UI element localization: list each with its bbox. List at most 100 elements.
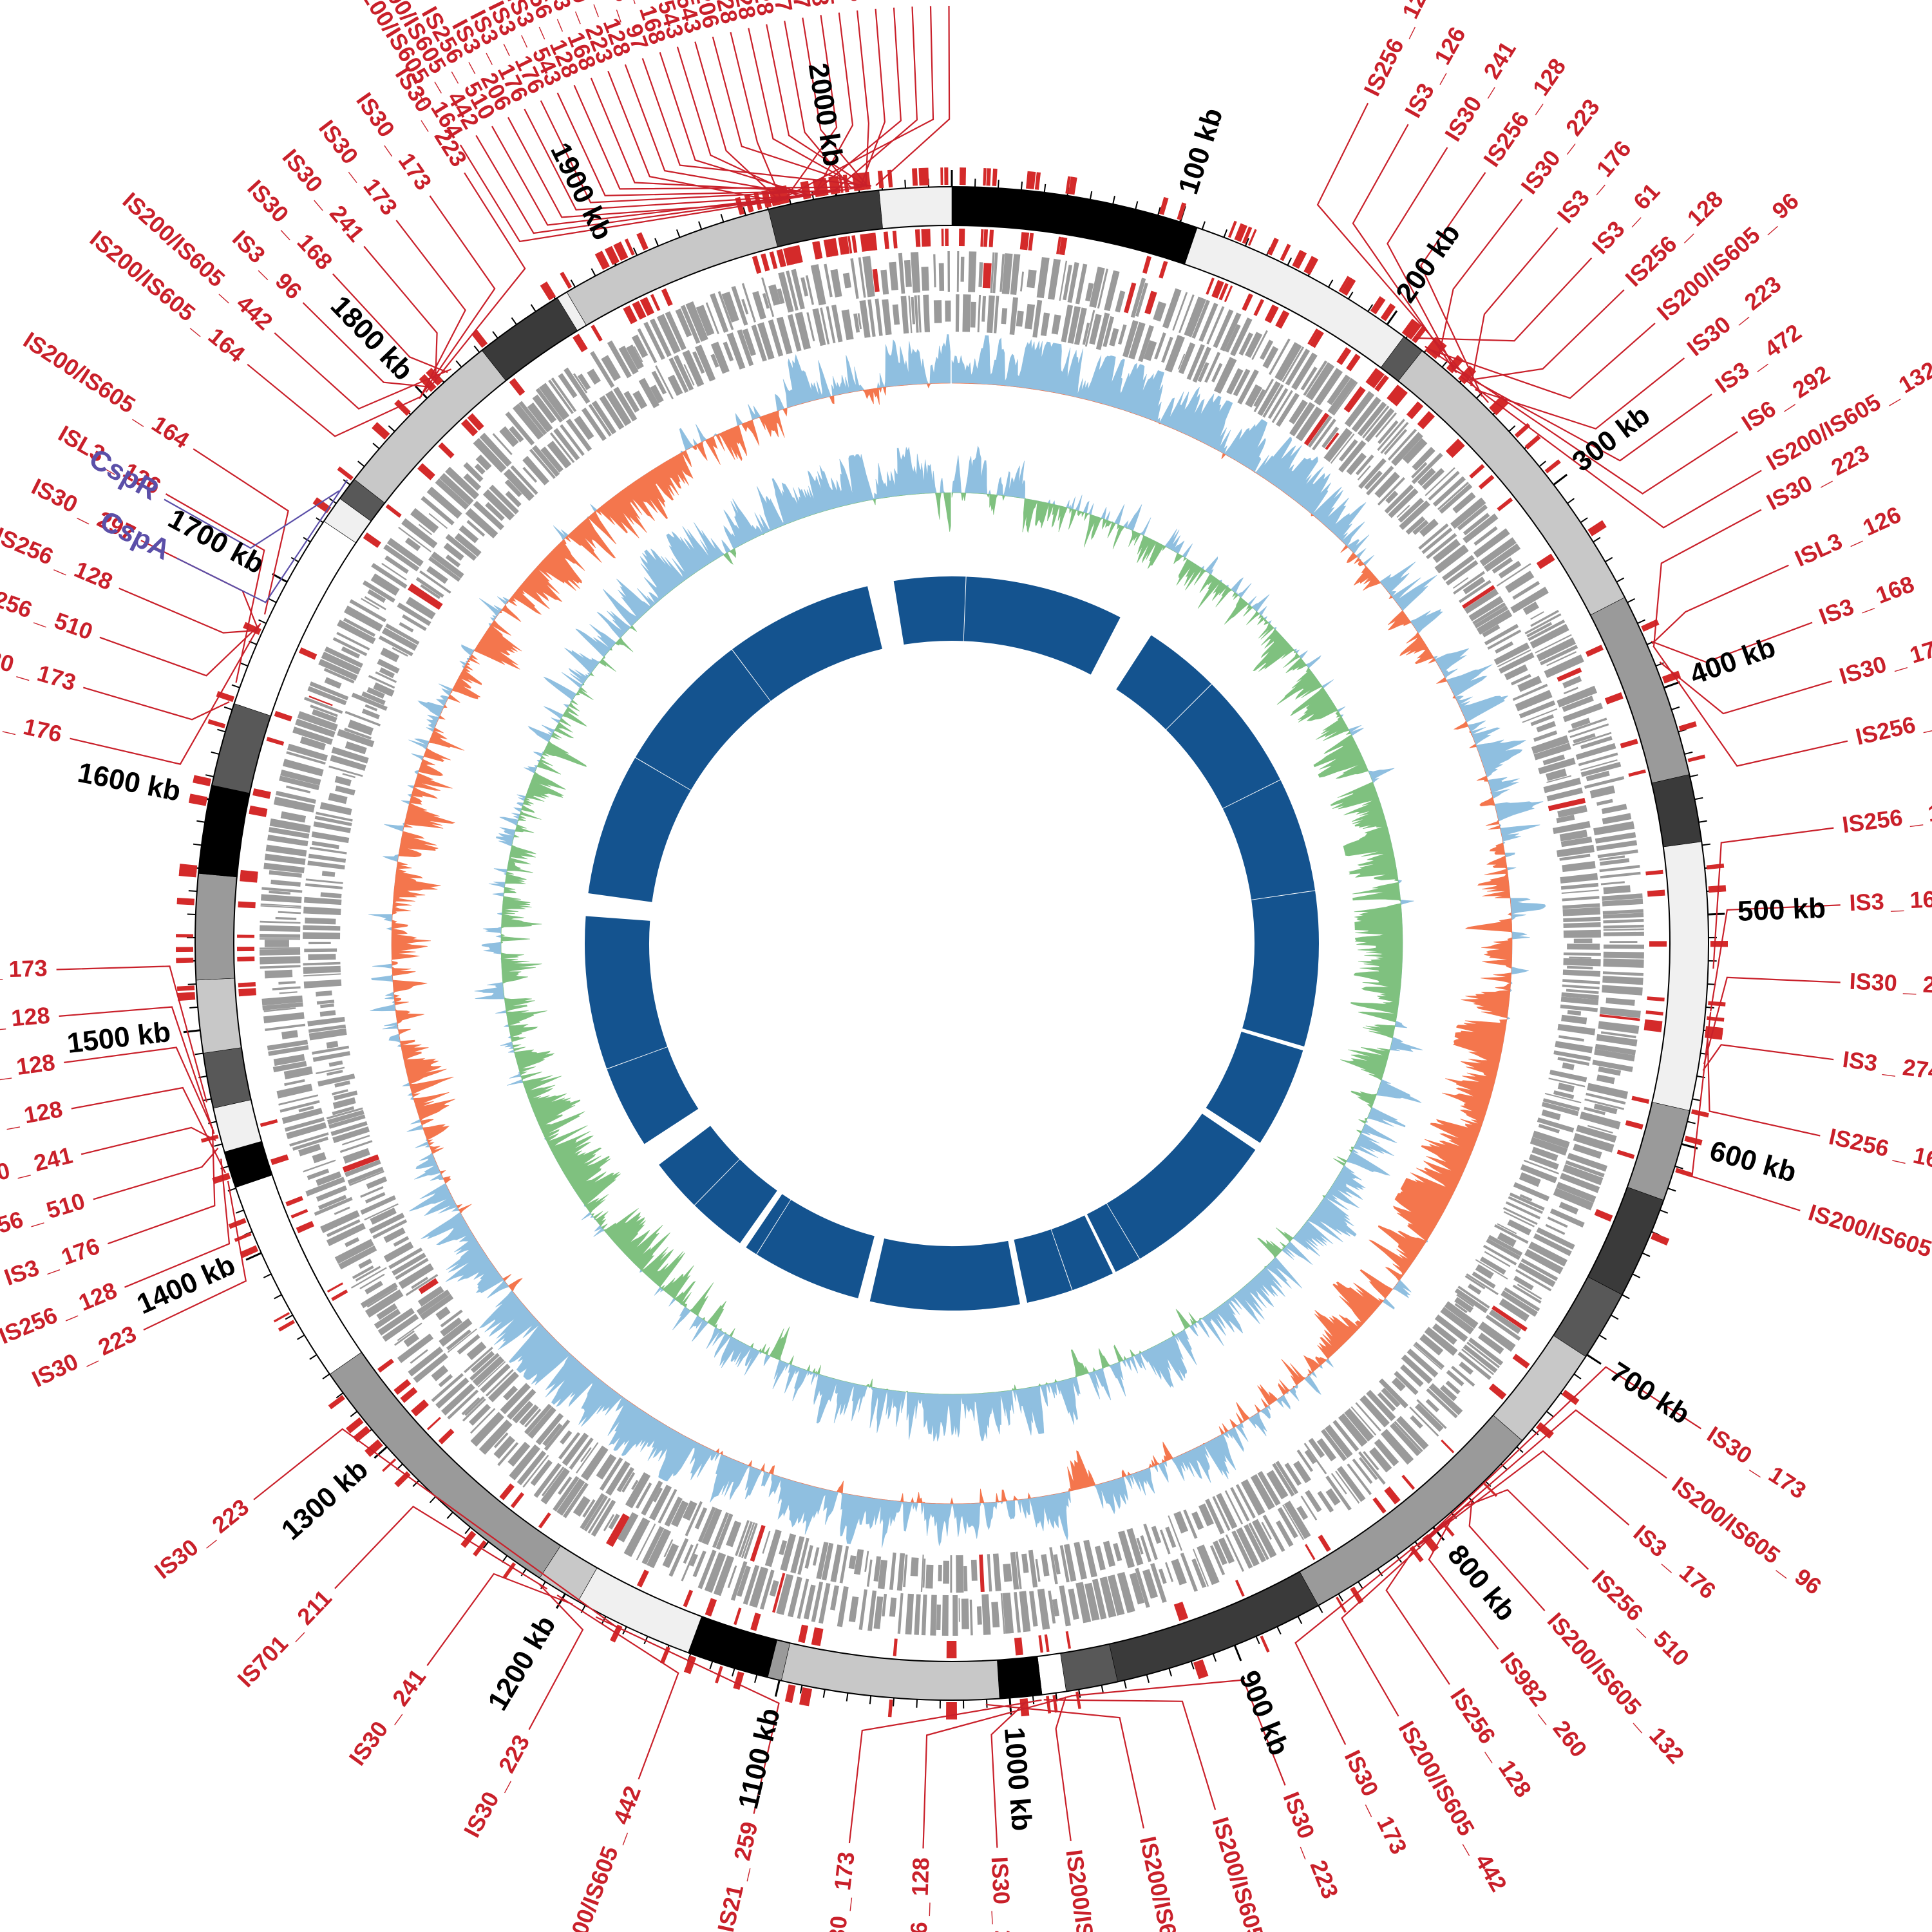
cds-block bbox=[1411, 462, 1428, 478]
cds-block bbox=[1442, 554, 1475, 581]
is-feature bbox=[605, 1513, 630, 1548]
cds-block bbox=[1494, 1224, 1529, 1244]
cds-block bbox=[318, 659, 358, 681]
minor-tick bbox=[1157, 207, 1161, 216]
cds-block bbox=[738, 1521, 753, 1558]
leader-line bbox=[334, 1505, 548, 1590]
cds-block bbox=[787, 314, 802, 352]
cds-block bbox=[727, 1565, 737, 1589]
cds-block bbox=[1472, 1271, 1496, 1289]
cds-block bbox=[334, 1238, 374, 1264]
leader-line bbox=[426, 1573, 573, 1666]
cds-block bbox=[489, 484, 519, 515]
minor-tick bbox=[388, 425, 395, 432]
is-marker bbox=[752, 256, 762, 274]
is-marker bbox=[860, 233, 869, 252]
cds-block bbox=[1580, 735, 1613, 750]
is-marker bbox=[1044, 1634, 1050, 1653]
cds-block bbox=[323, 668, 355, 684]
cds-block bbox=[632, 390, 648, 410]
cds-block bbox=[560, 424, 585, 456]
cds-block bbox=[1562, 979, 1600, 985]
cds-block bbox=[327, 1070, 343, 1076]
minor-tick bbox=[1123, 1680, 1127, 1689]
cds-block bbox=[1237, 369, 1259, 405]
minor-tick bbox=[372, 442, 380, 450]
is-marker bbox=[372, 422, 390, 440]
cds-block bbox=[626, 345, 644, 370]
cds-block bbox=[440, 1383, 475, 1416]
cds-block bbox=[1107, 1574, 1125, 1616]
leader-line bbox=[1653, 645, 1848, 767]
cds-block bbox=[903, 1554, 908, 1587]
cds-block bbox=[1213, 357, 1237, 394]
is-marker bbox=[941, 229, 944, 247]
is-marker bbox=[1227, 220, 1237, 238]
is-marker bbox=[273, 1312, 290, 1323]
cds-block bbox=[920, 1554, 924, 1592]
cds-block bbox=[591, 1499, 616, 1537]
cds-block bbox=[1363, 1451, 1379, 1471]
cds-block bbox=[971, 1559, 978, 1581]
cds-block bbox=[1569, 956, 1592, 959]
cds-block bbox=[743, 1564, 760, 1605]
cds-block bbox=[535, 388, 564, 423]
cds-block bbox=[692, 351, 705, 374]
minor-tick bbox=[464, 1526, 471, 1535]
minor-tick bbox=[846, 1692, 849, 1701]
cds-block bbox=[1128, 321, 1146, 360]
cds-block bbox=[649, 318, 672, 357]
is-marker bbox=[240, 1245, 259, 1258]
cds-block bbox=[1209, 1545, 1226, 1575]
is-feature bbox=[308, 696, 333, 706]
cds-block bbox=[820, 307, 830, 345]
is-marker bbox=[783, 247, 794, 266]
is-marker bbox=[1441, 1439, 1455, 1454]
cds-block bbox=[1440, 1307, 1474, 1335]
minor-tick bbox=[446, 1511, 453, 1519]
cds-block bbox=[1497, 649, 1531, 668]
cds-block bbox=[1548, 1077, 1586, 1088]
cds-block bbox=[1016, 1551, 1022, 1589]
cds-block bbox=[303, 1159, 336, 1173]
cds-block bbox=[352, 1265, 374, 1280]
cds-block bbox=[439, 1318, 473, 1347]
leader-line bbox=[802, 17, 869, 187]
core-genome-block bbox=[1242, 891, 1319, 1046]
cds-block bbox=[1546, 768, 1567, 781]
is-marker bbox=[228, 1218, 247, 1229]
cds-block bbox=[326, 1107, 363, 1120]
leader-line bbox=[71, 1086, 226, 1173]
cds-block bbox=[990, 252, 995, 293]
leader-line bbox=[990, 1701, 1027, 1848]
cds-block bbox=[743, 1522, 758, 1559]
cds-block bbox=[286, 751, 326, 765]
cds-block bbox=[1262, 1515, 1285, 1552]
cds-block bbox=[839, 1546, 849, 1584]
cds-block bbox=[1579, 1111, 1621, 1130]
is-marker bbox=[509, 378, 526, 396]
cds-block bbox=[365, 704, 378, 712]
cds-block bbox=[741, 283, 756, 323]
is-marker bbox=[212, 1173, 231, 1184]
is-marker bbox=[176, 897, 195, 905]
cds-block bbox=[896, 1553, 905, 1591]
cds-block bbox=[261, 894, 302, 904]
cds-block bbox=[280, 811, 307, 823]
is-marker bbox=[892, 231, 898, 249]
cds-block bbox=[866, 1559, 873, 1587]
cds-block bbox=[360, 1282, 398, 1309]
cds-block bbox=[1366, 1390, 1396, 1421]
minor-tick bbox=[214, 1143, 223, 1147]
minor-tick bbox=[1531, 1428, 1539, 1435]
is-marker bbox=[1662, 670, 1681, 684]
major-tick bbox=[183, 1029, 200, 1034]
cds-block bbox=[1457, 1285, 1490, 1309]
cds-block bbox=[911, 296, 916, 325]
cds-block bbox=[540, 1468, 570, 1505]
minor-tick bbox=[263, 1273, 272, 1278]
cds-block bbox=[1573, 733, 1596, 744]
leader-line bbox=[1417, 1366, 1701, 1548]
leader-line bbox=[1651, 621, 1813, 663]
cds-block bbox=[1250, 1473, 1275, 1510]
